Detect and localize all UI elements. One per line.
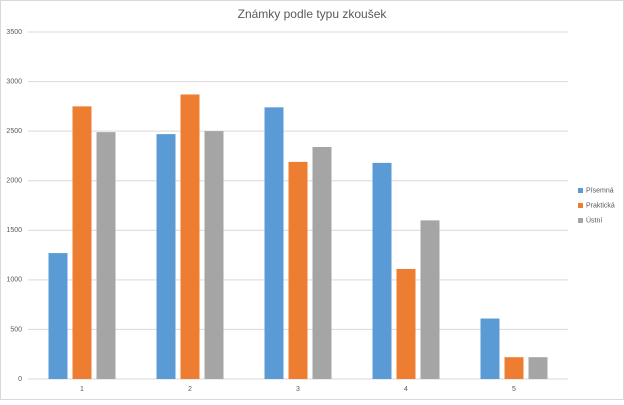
legend-swatch	[578, 203, 583, 208]
bar	[180, 94, 200, 380]
y-tick-label: 0	[18, 376, 22, 383]
x-tick-label: 2	[188, 386, 192, 393]
y-tick-label: 2000	[6, 178, 22, 185]
legend-swatch	[578, 218, 583, 223]
legend-label: Ústní	[586, 215, 602, 224]
x-tick-label: 3	[296, 386, 300, 393]
bar	[480, 318, 500, 379]
legend-label: Písemná	[586, 187, 614, 194]
bar	[312, 147, 332, 379]
bar	[288, 161, 308, 379]
legend-swatch	[578, 188, 583, 193]
bar	[204, 131, 224, 379]
y-tick-label: 3500	[6, 29, 22, 36]
x-tick-label: 5	[512, 386, 516, 393]
x-tick-label: 4	[404, 386, 408, 393]
bar	[72, 106, 92, 379]
bar	[264, 107, 284, 379]
bar	[528, 357, 548, 379]
y-tick-label: 500	[10, 326, 22, 333]
bar	[396, 268, 416, 379]
bar	[96, 132, 116, 379]
y-tick-label: 2500	[6, 128, 22, 135]
bar	[48, 253, 68, 379]
y-tick-label: 3000	[6, 78, 22, 85]
bar	[156, 134, 176, 379]
bar	[420, 220, 440, 379]
bar	[504, 357, 524, 379]
x-tick-label: 1	[80, 386, 84, 393]
bar	[372, 162, 392, 379]
y-tick-label: 1500	[6, 227, 22, 234]
y-tick-label: 1000	[6, 277, 22, 284]
legend-label: Praktická	[586, 202, 615, 209]
chart-title: Známky podle typu zkoušek	[238, 7, 388, 21]
